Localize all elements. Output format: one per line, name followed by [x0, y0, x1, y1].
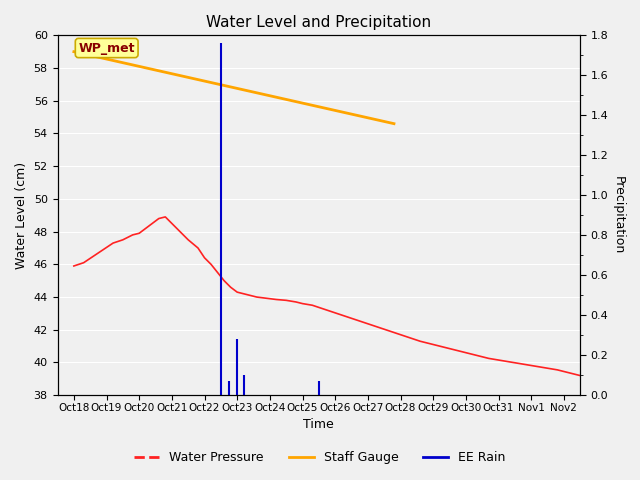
- Y-axis label: Water Level (cm): Water Level (cm): [15, 162, 28, 269]
- Legend: Water Pressure, Staff Gauge, EE Rain: Water Pressure, Staff Gauge, EE Rain: [129, 446, 511, 469]
- Text: WP_met: WP_met: [79, 42, 135, 55]
- Title: Water Level and Precipitation: Water Level and Precipitation: [206, 15, 431, 30]
- Y-axis label: Precipitation: Precipitation: [612, 176, 625, 254]
- X-axis label: Time: Time: [303, 419, 334, 432]
